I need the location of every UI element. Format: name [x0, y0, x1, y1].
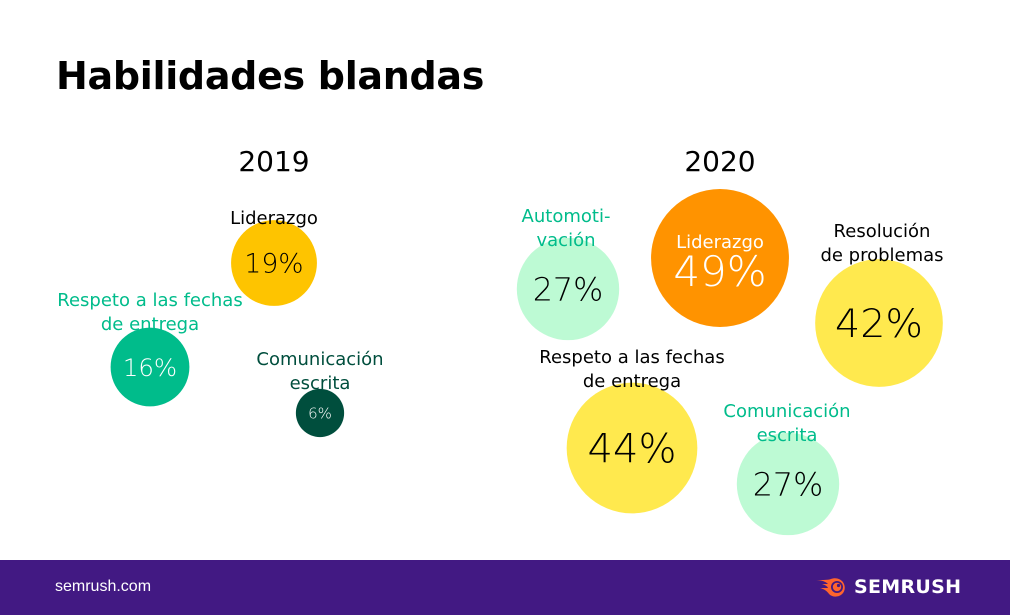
- bubble-label: Respeto a las fechas: [539, 347, 724, 368]
- bubble-circle: [231, 220, 317, 306]
- bubble-label: escrita: [757, 425, 818, 446]
- bubble-label: escrita: [290, 373, 351, 394]
- bubble-circle: [736, 432, 840, 536]
- bubble-label: Respeto a las fechas: [57, 290, 242, 311]
- bubble-chart: 19% Liderazgo 16% Respeto a las fechas de en…: [57, 189, 944, 536]
- bubble-label: de problemas: [820, 245, 943, 266]
- bubble-label: Automoti-: [522, 206, 611, 227]
- year-2019-heading: 2019: [238, 145, 310, 178]
- page-title: Habilidades blandas: [56, 54, 485, 98]
- bubble-2020-automotivacion: 27% Automoti-vación: [516, 206, 620, 341]
- bubble-2020-comunicacion-escrita: 27% Comunicación escrita: [723, 401, 851, 536]
- bubble-circle: [651, 189, 789, 327]
- bubble-value: 6%: [308, 404, 332, 422]
- bubble-2019-liderazgo: 19% Liderazgo: [230, 208, 318, 306]
- bubble-label: Comunicación: [723, 401, 850, 422]
- bubble-circle: [295, 388, 345, 438]
- bubble-circle: [566, 382, 698, 514]
- bubble-2019-comunicacion-escrita: 6% Comunicación escrita: [256, 349, 384, 438]
- bubble-2020-resolucion-de-problemas: 42% Resolución de problemas: [815, 221, 944, 387]
- bubble-label: de entrega: [583, 371, 681, 392]
- bubble-label: de entrega: [101, 314, 199, 335]
- bubble-circle: [516, 237, 620, 341]
- bubble-label: Liderazgo: [676, 232, 764, 253]
- bubble-circle: [110, 327, 190, 407]
- bubble-label: vación: [536, 230, 595, 251]
- semrush-brand-text: SEMRUSH: [854, 576, 962, 598]
- bubble-value: 19%: [244, 249, 303, 280]
- footer-url-link[interactable]: semrush.com: [55, 578, 152, 595]
- bubble-label: Liderazgo: [230, 208, 318, 229]
- bubble-value: 27%: [533, 272, 604, 308]
- bubble-value: 44%: [588, 426, 677, 472]
- bubble-2020-liderazgo: 49%Liderazgo: [651, 189, 789, 327]
- bubble-2019-respeto-a-las-fechas-de-entrega: 16% Respeto a las fechas de entrega: [57, 290, 243, 407]
- semrush-fire-ball-icon: [816, 578, 845, 597]
- bubble-label: Comunicación: [256, 349, 383, 370]
- semrush-logo[interactable]: SEMRUSH: [814, 575, 961, 599]
- bubble-circle: [815, 259, 943, 387]
- bubble-value: 42%: [835, 301, 923, 347]
- year-2020-heading: 2020: [684, 145, 756, 178]
- bubble-2020-respeto-a-las-fechas-de-entrega: 44% Respeto a las fechas de entrega: [539, 347, 725, 514]
- bubble-value: 16%: [123, 353, 177, 382]
- bubble-label: Resolución: [834, 221, 931, 242]
- bubble-value: 27%: [753, 467, 824, 503]
- bubble-value: 49%: [673, 247, 766, 296]
